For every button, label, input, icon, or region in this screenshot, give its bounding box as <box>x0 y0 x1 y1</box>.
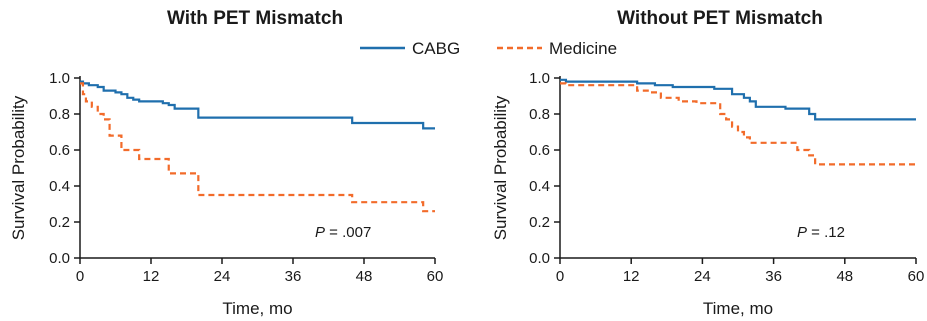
x-tick-label: 60 <box>908 268 925 285</box>
y-tick-label: 0.4 <box>529 178 550 195</box>
panel-without-pet-mismatch: Without PET Mismatch 0 12 24 36 48 60 0.0 0.2 0.4… <box>491 8 924 318</box>
x-tick-label: 48 <box>836 268 853 285</box>
legend-label-medicine: Medicine <box>549 39 617 58</box>
y-tick-label: 0.0 <box>529 250 550 267</box>
x-tick-label: 36 <box>765 268 782 285</box>
p-value-annotation: P = .12 <box>797 224 845 241</box>
y-tick-label: 0.6 <box>49 142 70 159</box>
y-tick-label: 0.8 <box>529 106 550 123</box>
y-tick-label: 0.4 <box>49 178 70 195</box>
y-axis-label: Survival Probability <box>491 95 510 240</box>
x-tick-label: 12 <box>143 268 160 285</box>
chart-title: With PET Mismatch <box>167 8 343 29</box>
y-tick-label: 0.8 <box>49 106 70 123</box>
p-value-annotation: P = .007 <box>315 224 371 241</box>
x-tick-label: 24 <box>694 268 711 285</box>
legend-label-cabg: CABG <box>412 39 460 58</box>
x-tick-label: 60 <box>427 268 444 285</box>
y-tick-label: 0.0 <box>49 250 70 267</box>
x-tick-label: 24 <box>214 268 231 285</box>
series-line-cabg <box>80 80 435 130</box>
x-tick-label: 12 <box>623 268 640 285</box>
chart-title: Without PET Mismatch <box>617 8 823 29</box>
y-tick-label: 1.0 <box>49 70 70 87</box>
x-axis-label: Time, mo <box>222 299 292 318</box>
x-tick-label: 0 <box>556 268 564 285</box>
y-tick-label: 0.2 <box>49 214 70 231</box>
x-axis-label: Time, mo <box>703 299 773 318</box>
y-axis-label: Survival Probability <box>9 95 28 240</box>
series-line-medicine <box>80 82 435 213</box>
x-tick-label: 0 <box>76 268 84 285</box>
panel-with-pet-mismatch: With PET Mismatch 0 12 24 36 48 60 0.0 0.2 0.4 0.6… <box>9 8 443 318</box>
y-tick-label: 1.0 <box>529 70 550 87</box>
x-tick-label: 36 <box>285 268 302 285</box>
y-tick-label: 0.6 <box>529 142 550 159</box>
series-line-cabg <box>560 78 916 121</box>
legend: CABG Medicine <box>360 39 617 58</box>
x-tick-label: 48 <box>356 268 373 285</box>
y-tick-label: 0.2 <box>529 214 550 231</box>
series-line-medicine <box>560 82 916 166</box>
